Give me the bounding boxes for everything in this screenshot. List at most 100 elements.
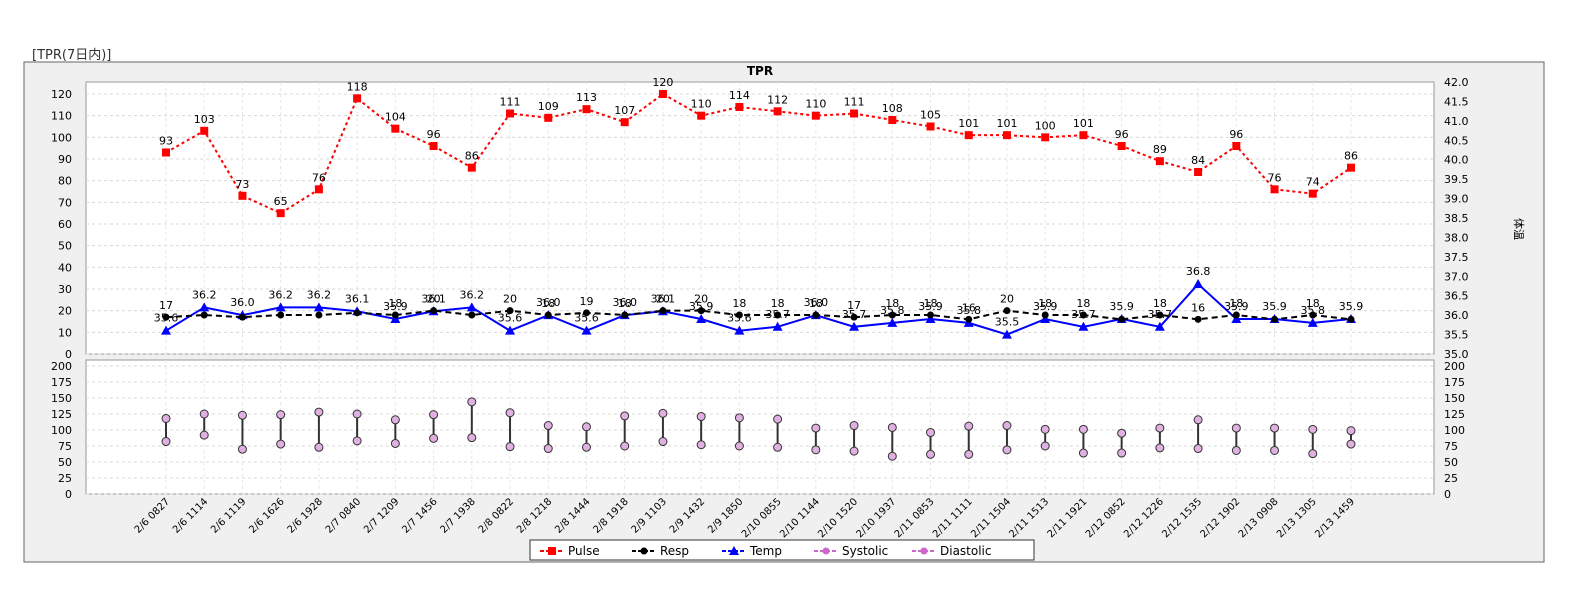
temp-point <box>1307 317 1318 327</box>
pulse-data-label: 105 <box>920 109 941 122</box>
temp-data-label: 36.1 <box>345 292 370 305</box>
right-axis-tick-label: 35.0 <box>1444 348 1469 361</box>
pulse-point <box>1308 189 1317 198</box>
resp-point <box>1079 311 1087 319</box>
left-axis-tick-label: 110 <box>51 110 72 123</box>
systolic-point <box>773 414 783 424</box>
temp-data-label: 35.7 <box>1071 308 1096 321</box>
pulse-point <box>391 124 400 133</box>
resp-data-label: 20 <box>1000 293 1014 306</box>
resp-point <box>1271 315 1279 323</box>
resp-point <box>888 311 896 319</box>
right-axis-tick-label: 42.0 <box>1444 76 1469 89</box>
temp-data-label: 35.7 <box>1148 308 1173 321</box>
temp-data-label: 35.9 <box>1262 300 1287 313</box>
pulse-point <box>811 111 820 120</box>
pulse-point <box>276 209 285 218</box>
pulse-data-label: 103 <box>194 113 215 126</box>
lower-right-axis-tick-label: 0 <box>1444 488 1451 501</box>
legend-label: Resp <box>660 544 689 558</box>
systolic-point <box>314 407 324 417</box>
temp-data-label: 36.8 <box>1186 265 1211 278</box>
legend-marker <box>822 547 830 555</box>
pulse-data-label: 86 <box>465 150 479 163</box>
resp-point <box>162 313 170 321</box>
legend-marker <box>920 547 928 555</box>
resp-data-label: 18 <box>885 297 899 310</box>
legend-label: Temp <box>749 544 782 558</box>
systolic-point <box>658 408 668 418</box>
systolic-point <box>1346 426 1356 436</box>
diastolic-point <box>314 442 324 452</box>
resp-point <box>1309 311 1317 319</box>
pulse-data-label: 101 <box>958 117 979 130</box>
temp-data-label: 35.8 <box>956 304 981 317</box>
resp-point <box>391 311 399 319</box>
temp-point <box>1231 314 1242 324</box>
pulse-point <box>353 94 362 103</box>
diastolic-point <box>811 445 821 455</box>
diastolic-point <box>887 451 897 461</box>
upper-plot-area <box>85 81 1435 355</box>
diastolic-point <box>1002 445 1012 455</box>
left-axis-tick-label: 50 <box>58 240 72 253</box>
pulse-point <box>697 111 706 120</box>
legend-marker <box>640 547 648 555</box>
left-axis-tick-label: 80 <box>58 175 72 188</box>
right-axis-tick-label: 36.5 <box>1444 290 1469 303</box>
resp-point <box>200 311 208 319</box>
right-axis-tick-label: 39.0 <box>1444 193 1469 206</box>
diastolic-point <box>1346 439 1356 449</box>
legend-marker <box>729 546 739 555</box>
resp-data-label: 20 <box>427 293 441 306</box>
temp-data-label: 35.6 <box>574 312 599 325</box>
temp-data-label: 35.8 <box>880 304 905 317</box>
resp-data-label: 16 <box>962 301 976 314</box>
panel-tab-title[interactable]: [TPR(7日内)] <box>32 48 112 63</box>
systolic-point <box>467 397 477 407</box>
resp-data-label: 16 <box>1191 301 1205 314</box>
resp-data-label: 18 <box>924 297 938 310</box>
legend-marker <box>548 547 556 555</box>
right-axis-tick-label: 36.0 <box>1444 309 1469 322</box>
temp-data-label: 36.2 <box>268 288 293 301</box>
resp-point <box>812 311 820 319</box>
temp-data-label: 36.0 <box>612 296 637 309</box>
lower-left-axis-tick-label: 100 <box>51 424 72 437</box>
pulse-data-label: 104 <box>385 111 406 124</box>
left-axis-tick-label: 0 <box>65 348 72 361</box>
diastolic-point <box>1078 448 1088 458</box>
pulse-point <box>582 105 591 114</box>
systolic-point <box>811 423 821 433</box>
left-axis-tick-label: 40 <box>58 261 72 274</box>
pulse-point <box>735 103 744 111</box>
right-axis-label: 体温 <box>1512 218 1526 240</box>
lower-left-axis-tick-label: 175 <box>51 376 72 389</box>
left-axis-tick-label: 120 <box>51 88 72 101</box>
resp-data-label: 17 <box>159 299 173 312</box>
resp-point <box>697 307 705 315</box>
resp-data-label: 20 <box>656 293 670 306</box>
resp-data-label: 18 <box>1038 297 1052 310</box>
diastolic-point <box>1193 444 1203 454</box>
temp-data-label: 36.0 <box>804 296 829 309</box>
temp-point <box>581 325 592 335</box>
resp-data-label: 18 <box>388 297 402 310</box>
pulse-point <box>314 185 323 194</box>
pulse-point <box>162 148 170 157</box>
pulse-point <box>1041 133 1050 142</box>
resp-point <box>1118 315 1126 323</box>
temp-point <box>1040 314 1051 324</box>
resp-data-label: 18 <box>771 297 785 310</box>
right-axis-tick-label: 38.5 <box>1444 212 1469 225</box>
temp-series-line <box>165 282 1352 336</box>
diastolic-point <box>543 444 553 454</box>
temp-point <box>505 325 516 335</box>
right-axis-tick-label: 40.5 <box>1444 134 1469 147</box>
resp-point <box>1194 315 1202 323</box>
resp-point <box>735 311 743 319</box>
resp-series-line <box>165 309 1352 321</box>
right-axis-tick-label: 37.5 <box>1444 251 1469 264</box>
diastolic-point <box>1308 449 1318 459</box>
temp-point <box>1001 329 1012 339</box>
